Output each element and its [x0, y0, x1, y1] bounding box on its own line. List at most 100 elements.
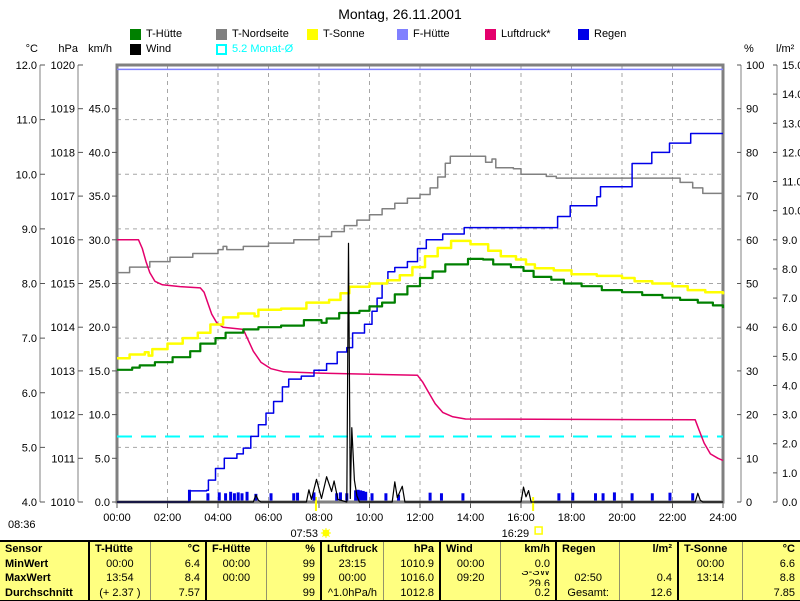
axis-°C: °C 12.0 11.0 10.0 9.0 8.0 7.0 6.0 5.0 4.0 [16, 43, 45, 509]
table-row: T-Hütte °C [90, 542, 205, 557]
table-cell-value: 0.0 [534, 557, 550, 570]
x-tick-label: 00:00 [103, 512, 131, 524]
table-subcolumn-divider [500, 542, 502, 600]
legend-swatch-icon [485, 28, 496, 40]
table-cell-value: 7.57 [178, 586, 200, 599]
legend-swatch-icon [397, 28, 408, 40]
tick-label: 60 [746, 235, 758, 247]
table-column: T-Sonne °C 00:00 6.6 13:14 8.8 7.85 [677, 542, 800, 600]
table-row: (+ 2.37 ) 7.57 [90, 586, 205, 601]
table-sensor-unit: % [305, 543, 315, 556]
tick-label: 1.0 [782, 468, 797, 480]
tick-label: 0.0 [782, 497, 797, 509]
tick-label: 4.0 [22, 497, 37, 509]
tick-label: 8.0 [22, 279, 37, 291]
tick-label: 11.0 [782, 177, 800, 189]
table-row: 0.2 [441, 586, 555, 601]
rain-bars [187, 489, 695, 501]
table-column: Regen l/m² 02:50 0.4 Gesamt: 12.6 [555, 542, 677, 600]
table-cell-time: 13:14 [696, 572, 725, 585]
tick-label: 35.0 [89, 191, 110, 203]
table-cell-value: 99 [302, 557, 315, 570]
legend-item: F-Hütte [397, 28, 450, 40]
tick-label: 5.0 [782, 351, 797, 363]
tick-label: 6.0 [782, 322, 797, 334]
tick-label: 4.0 [782, 380, 797, 392]
legend-label: Luftdruck* [501, 28, 551, 40]
x-tick-label: 10:00 [356, 512, 384, 524]
table-row: Luftdruck hPa [322, 542, 439, 557]
table-row: Durchschnitt [0, 586, 88, 601]
x-tick-label: 06:00 [255, 512, 283, 524]
table-column: Sensor MinWert MaxWert Durchschnitt [0, 542, 88, 600]
table-sensor-name: T-Hütte [95, 543, 133, 556]
axis-unit-label: km/h [88, 43, 112, 55]
tick-label: 1020 [51, 60, 75, 72]
tick-label: 5.0 [22, 442, 37, 454]
x-tick-label: 16:00 [507, 512, 535, 524]
tick-label: 1016 [51, 235, 75, 247]
legend-label: T-Nordseite [232, 28, 289, 40]
legend-swatch-icon [130, 28, 141, 40]
sunset-square-icon [534, 526, 543, 535]
table-sensor-unit: °C [782, 543, 795, 556]
table-cell-time: ^1.0hPa/h [327, 586, 378, 599]
tick-label: 11.0 [16, 115, 37, 127]
table-column: F-Hütte% 00:00 99 00:00 99 99 [205, 542, 320, 600]
tick-label: 20.0 [89, 322, 110, 334]
table-cell-value: 1012.8 [400, 586, 434, 599]
legend-swatch-icon [130, 43, 141, 55]
table-row: F-Hütte% [207, 542, 320, 557]
tick-label: 8.0 [782, 264, 797, 276]
axis-unit-label: l/m² [776, 43, 795, 55]
table-row: MinWert [0, 557, 88, 572]
legend-swatch-icon [307, 28, 318, 40]
table-sensor-name: T-Sonne [684, 543, 728, 556]
x-tick-label: 20:00 [608, 512, 636, 524]
table-subcolumn-divider [265, 542, 267, 600]
tick-label: 3.0 [782, 410, 797, 422]
table-row-label: MaxWert [5, 572, 51, 585]
tick-label: 13.0 [782, 118, 800, 130]
table-cell-time: 00:00 [222, 557, 251, 570]
table-row: 13:14 8.8 [679, 571, 800, 586]
table-sensor-unit: l/m² [652, 543, 672, 556]
tick-label: 90 [746, 104, 758, 116]
tick-label: 10.0 [782, 206, 800, 218]
legend-label: T-Hütte [146, 28, 183, 40]
table-column: Wind km/h 00:00 0.0 09:20 S-SW 29.6 0.2 [439, 542, 555, 600]
tick-label: 1019 [51, 104, 75, 116]
table-row: 09:20 S-SW 29.6 [441, 571, 555, 586]
tick-label: 1013 [51, 366, 75, 378]
x-tick-label: 12:00 [406, 512, 434, 524]
table-row: 13:54 8.4 [90, 571, 205, 586]
tick-label: 20 [746, 410, 758, 422]
x-tick-label: 02:00 [154, 512, 182, 524]
tick-label: 40.0 [89, 147, 110, 159]
legend-item: Regen [578, 28, 626, 40]
table-sensor-unit: °C [187, 543, 200, 556]
legend-label: 5.2 Monat-Ø [232, 43, 294, 55]
table-cell-time: 00:00 [222, 572, 251, 585]
table-sensor-name: Regen [562, 543, 596, 556]
sun-annotations: 07:53 16:29 [290, 497, 543, 540]
stats-table: Sensor MinWert MaxWert Durchschnitt T-Hütte °… [0, 540, 800, 601]
x-tick-label: 04:00 [204, 512, 232, 524]
series-Wind [117, 242, 723, 503]
table-cell-time: 00:00 [106, 557, 134, 570]
table-subcolumn-divider [149, 542, 151, 600]
sunrise-time: 07:53 [290, 528, 318, 540]
table-cell-value: 1016.0 [400, 572, 434, 585]
table-cell-value: 12.6 [650, 586, 672, 599]
legend-label: F-Hütte [413, 28, 450, 40]
footer-time: 08:36 [8, 519, 36, 531]
tick-label: 2.0 [782, 439, 797, 451]
axis-km/h: km/h 45.0 40.0 35.0 30.0 25.0 20.0 15.0 10.0 5.0 0… [88, 43, 117, 509]
sunset-time: 16:29 [502, 528, 530, 540]
table-column: Luftdruck hPa 23:15 1010.9 00:00 1016.0 ^1.0hP… [320, 542, 439, 600]
tick-label: 1015 [51, 279, 75, 291]
table-cell-value: 8.8 [779, 572, 795, 585]
table-row: 00:00 99 [207, 571, 320, 586]
table-row-label: MinWert [5, 557, 49, 570]
table-row: Wind km/h [441, 542, 555, 557]
